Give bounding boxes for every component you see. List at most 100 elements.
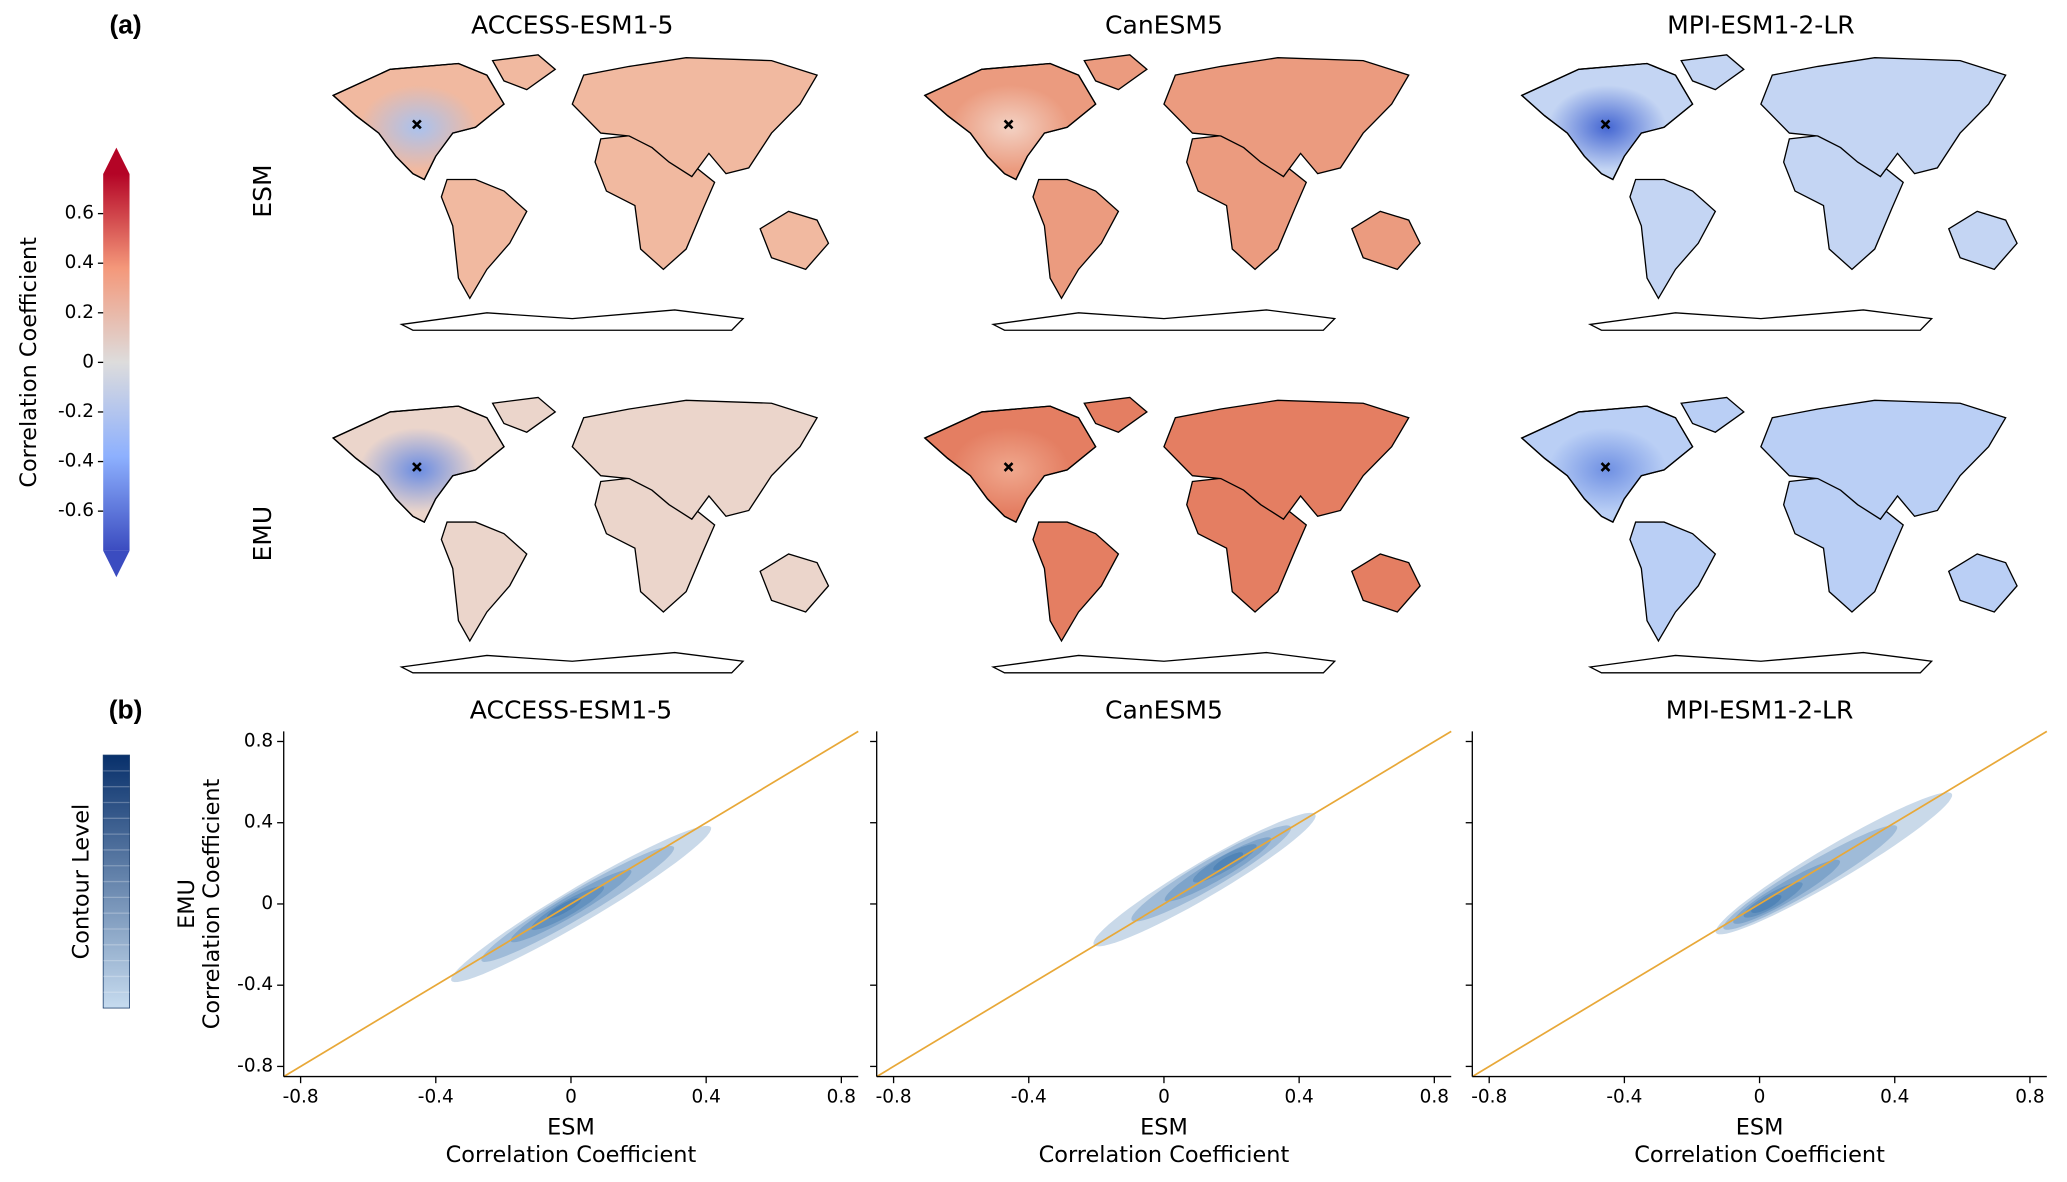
panel-title: ACCESS-ESM1-5 — [470, 696, 672, 725]
site-marker — [1003, 119, 1014, 130]
x-tick-label: 0 — [1158, 1087, 1170, 1108]
land — [1032, 178, 1120, 300]
x-axis-label: ESM — [1736, 1114, 1784, 1140]
tick-label: -0.2 — [58, 401, 94, 422]
colorbar-label: Correlation Coefficient — [16, 237, 42, 488]
y-tick-label: -0.4 — [237, 974, 273, 995]
map — [879, 46, 1448, 336]
x-tick-label: -0.4 — [418, 1087, 454, 1108]
antarctica — [1587, 309, 1934, 331]
land — [1350, 553, 1421, 613]
land — [1947, 210, 2018, 271]
x-tick-label: 0.4 — [691, 1087, 720, 1108]
antarctica — [991, 651, 1337, 674]
y-axis-label: Correlation Coefficient — [199, 778, 225, 1029]
x-axis-label: Correlation Coefficient — [1039, 1142, 1290, 1168]
x-axis-label: Correlation Coefficient — [1634, 1142, 1885, 1168]
colorbar-extend — [103, 147, 130, 174]
map-title: ACCESS-ESM1-5 — [471, 10, 673, 39]
panel-title: CanESM5 — [1105, 696, 1223, 725]
one-to-one-line — [876, 730, 1452, 1078]
x-axis-label: ESM — [1140, 1114, 1188, 1140]
density-contour — [481, 845, 675, 962]
colorbar-extend — [103, 550, 130, 578]
colorbar — [103, 173, 130, 551]
x-tick-label: 0.8 — [2015, 1087, 2044, 1108]
x-axis-label: Correlation Coefficient — [446, 1142, 697, 1168]
colorbar-label: Contour Level — [69, 804, 95, 960]
land — [491, 396, 557, 433]
site-marker — [412, 119, 422, 130]
y-tick-label: 0.8 — [244, 730, 273, 751]
density-contour — [1723, 825, 1898, 930]
antarctica — [399, 309, 745, 331]
site-marker — [412, 462, 422, 472]
land — [1350, 210, 1421, 271]
x-tick-label: -0.8 — [1471, 1087, 1507, 1108]
density-contour — [1715, 792, 1953, 935]
land — [440, 178, 528, 300]
land — [571, 399, 819, 521]
x-tick-label: -0.8 — [283, 1087, 319, 1108]
x-tick-label: -0.4 — [1606, 1087, 1642, 1108]
y-tick-label: 0.4 — [244, 812, 273, 833]
land — [1760, 399, 2007, 521]
density-contour — [1733, 859, 1841, 924]
map-title: CanESM5 — [1105, 10, 1223, 39]
y-tick-label: -0.8 — [237, 1055, 273, 1076]
x-tick-label: 0.4 — [1880, 1087, 1909, 1108]
land — [1629, 178, 1717, 300]
density-contour — [1164, 837, 1272, 902]
x-tick-label: 0 — [565, 1087, 577, 1108]
tick-label: 0.6 — [65, 203, 94, 224]
tick-label: 0.2 — [65, 302, 94, 323]
land — [571, 57, 819, 178]
density-contour — [1743, 882, 1803, 918]
density-contour — [1751, 894, 1782, 914]
map — [1476, 46, 2045, 336]
x-tick-label: -0.8 — [876, 1087, 912, 1108]
land — [1083, 396, 1148, 433]
density-contour — [531, 886, 605, 931]
land — [1680, 396, 1745, 433]
land — [1629, 521, 1717, 643]
y-axis-label: EMU — [174, 879, 200, 929]
land — [1163, 57, 1410, 178]
density-contour — [451, 825, 712, 983]
panel-label: (b) — [109, 695, 143, 725]
x-tick-label: 0.4 — [1284, 1087, 1313, 1108]
site-marker — [1600, 119, 1611, 130]
tick-label: -0.4 — [58, 451, 94, 472]
antarctica — [991, 309, 1337, 331]
y-tick-label: 0 — [261, 893, 273, 914]
land — [440, 521, 528, 643]
one-to-one-line — [283, 730, 859, 1078]
x-tick-label: 0 — [1754, 1087, 1766, 1108]
land — [1032, 521, 1120, 643]
density-contour — [510, 869, 632, 943]
land — [1947, 553, 2018, 613]
tick-label: 0 — [82, 351, 94, 372]
map — [1476, 389, 2045, 679]
antarctica — [399, 651, 745, 674]
x-axis-label: ESM — [547, 1114, 595, 1140]
density-contour — [1131, 825, 1292, 922]
one-to-one-line — [1471, 730, 2048, 1078]
land — [1760, 57, 2007, 178]
row-label: EMU — [248, 506, 277, 562]
land — [1163, 399, 1410, 521]
map — [879, 389, 1448, 679]
land — [759, 553, 830, 613]
x-tick-label: -0.4 — [1011, 1087, 1047, 1108]
tick-label: -0.6 — [58, 500, 94, 521]
tick-label: 0.4 — [65, 252, 94, 273]
panel-title: MPI-ESM1-2-LR — [1666, 696, 1854, 725]
map-title: MPI-ESM1-2-LR — [1667, 10, 1855, 39]
land — [1083, 54, 1148, 91]
site-marker — [1003, 462, 1014, 472]
density-contour — [1213, 852, 1244, 871]
panel-label: (a) — [109, 9, 141, 39]
row-label: ESM — [248, 164, 277, 217]
antarctica — [1587, 651, 1934, 674]
